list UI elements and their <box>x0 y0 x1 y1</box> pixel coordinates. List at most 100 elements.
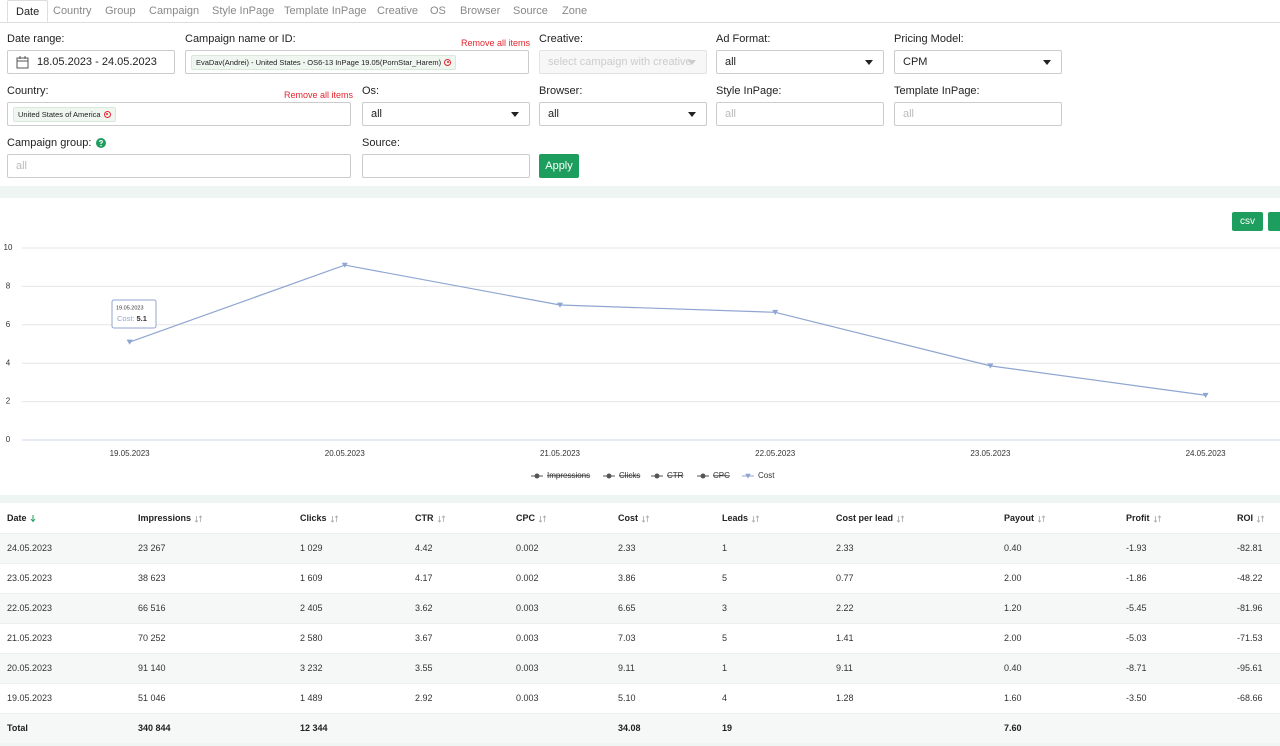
legend-item[interactable]: Impressions <box>547 471 590 480</box>
column-header[interactable]: Leads <box>722 503 760 533</box>
column-header[interactable]: CTR <box>415 503 446 533</box>
os-select[interactable]: all <box>362 102 530 126</box>
tab[interactable]: Style InPage <box>212 5 275 17</box>
table-row <box>0 533 1280 563</box>
table-row <box>0 563 1280 593</box>
table-cell: 12 344 <box>300 723 328 733</box>
country-tag[interactable]: United States of America <box>13 106 116 122</box>
tooltip-label: Cost: <box>117 314 135 323</box>
apply-button[interactable]: Apply <box>539 154 579 178</box>
table-cell: 3.55 <box>415 663 433 673</box>
table-cell: 0.003 <box>516 663 539 673</box>
date-input[interactable]: 18.05.2023 - 24.05.2023 <box>7 50 175 74</box>
campaign-input[interactable]: EvaDav(Andrei) - United States - OS6-13 … <box>185 50 529 74</box>
tab[interactable]: Zone <box>562 5 588 17</box>
column-header[interactable]: CPC <box>516 503 547 533</box>
table-cell: 66 516 <box>138 603 166 613</box>
browser-select[interactable]: all <box>539 102 707 126</box>
table-cell: 20.05.2023 <box>7 663 53 673</box>
legend-item[interactable]: CTR <box>667 471 684 480</box>
tab[interactable]: Browser <box>460 5 501 17</box>
legend-symbol <box>745 473 751 479</box>
caret <box>688 60 696 65</box>
y-tick-label: 2 <box>6 397 11 406</box>
template-input[interactable]: all <box>894 102 1062 126</box>
sort-arrow <box>437 515 445 523</box>
column-header[interactable]: Cost per lead <box>836 503 905 533</box>
x-tick-label: 19.05.2023 <box>110 449 151 458</box>
table-cell: -82.81 <box>1237 543 1263 553</box>
table-cell: 2.33 <box>618 543 636 553</box>
campaign-group-input[interactable]: all <box>7 154 351 178</box>
legend-item[interactable]: Clicks <box>619 471 640 480</box>
field-label: Style InPage: <box>716 85 782 97</box>
caret <box>1043 60 1051 65</box>
field-label: Pricing Model: <box>894 33 964 45</box>
tag-remove[interactable] <box>444 58 452 66</box>
sort-icon <box>330 515 338 523</box>
y-tick-label: 8 <box>6 282 11 291</box>
table-cell: -5.45 <box>1126 603 1147 613</box>
separator <box>0 186 1280 198</box>
field-label: Campaign group: <box>7 137 92 149</box>
campaign-tag[interactable]: EvaDav(Andrei) - United States - OS6-13 … <box>191 54 457 70</box>
tab[interactable]: Country <box>53 5 92 17</box>
table-cell: Total <box>7 723 28 733</box>
column-header[interactable]: Profit <box>1126 503 1162 533</box>
table-cell: 1 489 <box>300 693 323 703</box>
table-cell: 91 140 <box>138 663 166 673</box>
column-header[interactable]: ROI <box>1237 503 1265 533</box>
csv-button[interactable]: csv <box>1232 212 1263 231</box>
table-cell: 19.05.2023 <box>7 693 53 703</box>
column-header[interactable]: Payout <box>1004 503 1046 533</box>
column-header[interactable]: Impressions <box>138 503 203 533</box>
column-header[interactable]: Date <box>7 503 39 533</box>
header-text: CPC <box>516 513 536 523</box>
point-marker <box>1202 392 1209 398</box>
legend-item[interactable]: CPC <box>713 471 730 480</box>
table-cell: 0.002 <box>516 573 539 583</box>
sort-arrow <box>1037 515 1046 523</box>
column-header[interactable]: Clicks <box>300 503 339 533</box>
table-cell: 4.17 <box>415 573 433 583</box>
tab[interactable]: Source <box>513 5 548 17</box>
table-cell: 0.003 <box>516 693 539 703</box>
country-input[interactable]: United States of America <box>7 102 351 126</box>
remove-all[interactable]: Remove all items <box>461 38 531 48</box>
column-header[interactable]: Cost <box>618 503 650 533</box>
help-icon[interactable] <box>96 138 107 148</box>
tab[interactable]: Campaign <box>149 5 200 17</box>
x-tick-label: 23.05.2023 <box>970 449 1011 458</box>
tab[interactable]: Creative <box>377 5 418 17</box>
header-text: Cost per lead <box>836 513 894 523</box>
table-cell: -81.96 <box>1237 603 1263 613</box>
point-marker <box>341 262 348 268</box>
tab[interactable]: Date <box>7 0 49 22</box>
table-cell: -68.66 <box>1237 693 1263 703</box>
y-tick-label: 10 <box>4 243 13 252</box>
table-cell: 3 <box>722 603 728 613</box>
source-input[interactable] <box>362 154 530 178</box>
export-button[interactable] <box>1268 212 1280 231</box>
sort-icon <box>437 515 445 523</box>
select-value: all <box>371 108 383 120</box>
point-marker <box>987 363 994 369</box>
tab[interactable]: Group <box>105 5 136 17</box>
pricing-select[interactable]: CPM <box>894 50 1062 74</box>
style-input[interactable]: all <box>716 102 884 126</box>
tab[interactable]: Template InPage <box>284 5 367 17</box>
tag-remove[interactable] <box>103 110 111 118</box>
sort-arrow <box>896 515 905 523</box>
select-value: CPM <box>903 56 928 68</box>
sort-arrow <box>641 515 650 523</box>
legend-item[interactable]: Cost <box>758 471 775 480</box>
remove-all[interactable]: Remove all items <box>284 90 354 100</box>
table-cell: 1 029 <box>300 543 323 553</box>
sort-arrow <box>751 515 760 523</box>
ad-format-select[interactable]: all <box>716 50 884 74</box>
table-cell: 1 <box>722 543 728 553</box>
table-cell: 23.05.2023 <box>7 573 53 583</box>
sort-arrow <box>330 515 338 523</box>
tab[interactable]: OS <box>430 5 446 17</box>
